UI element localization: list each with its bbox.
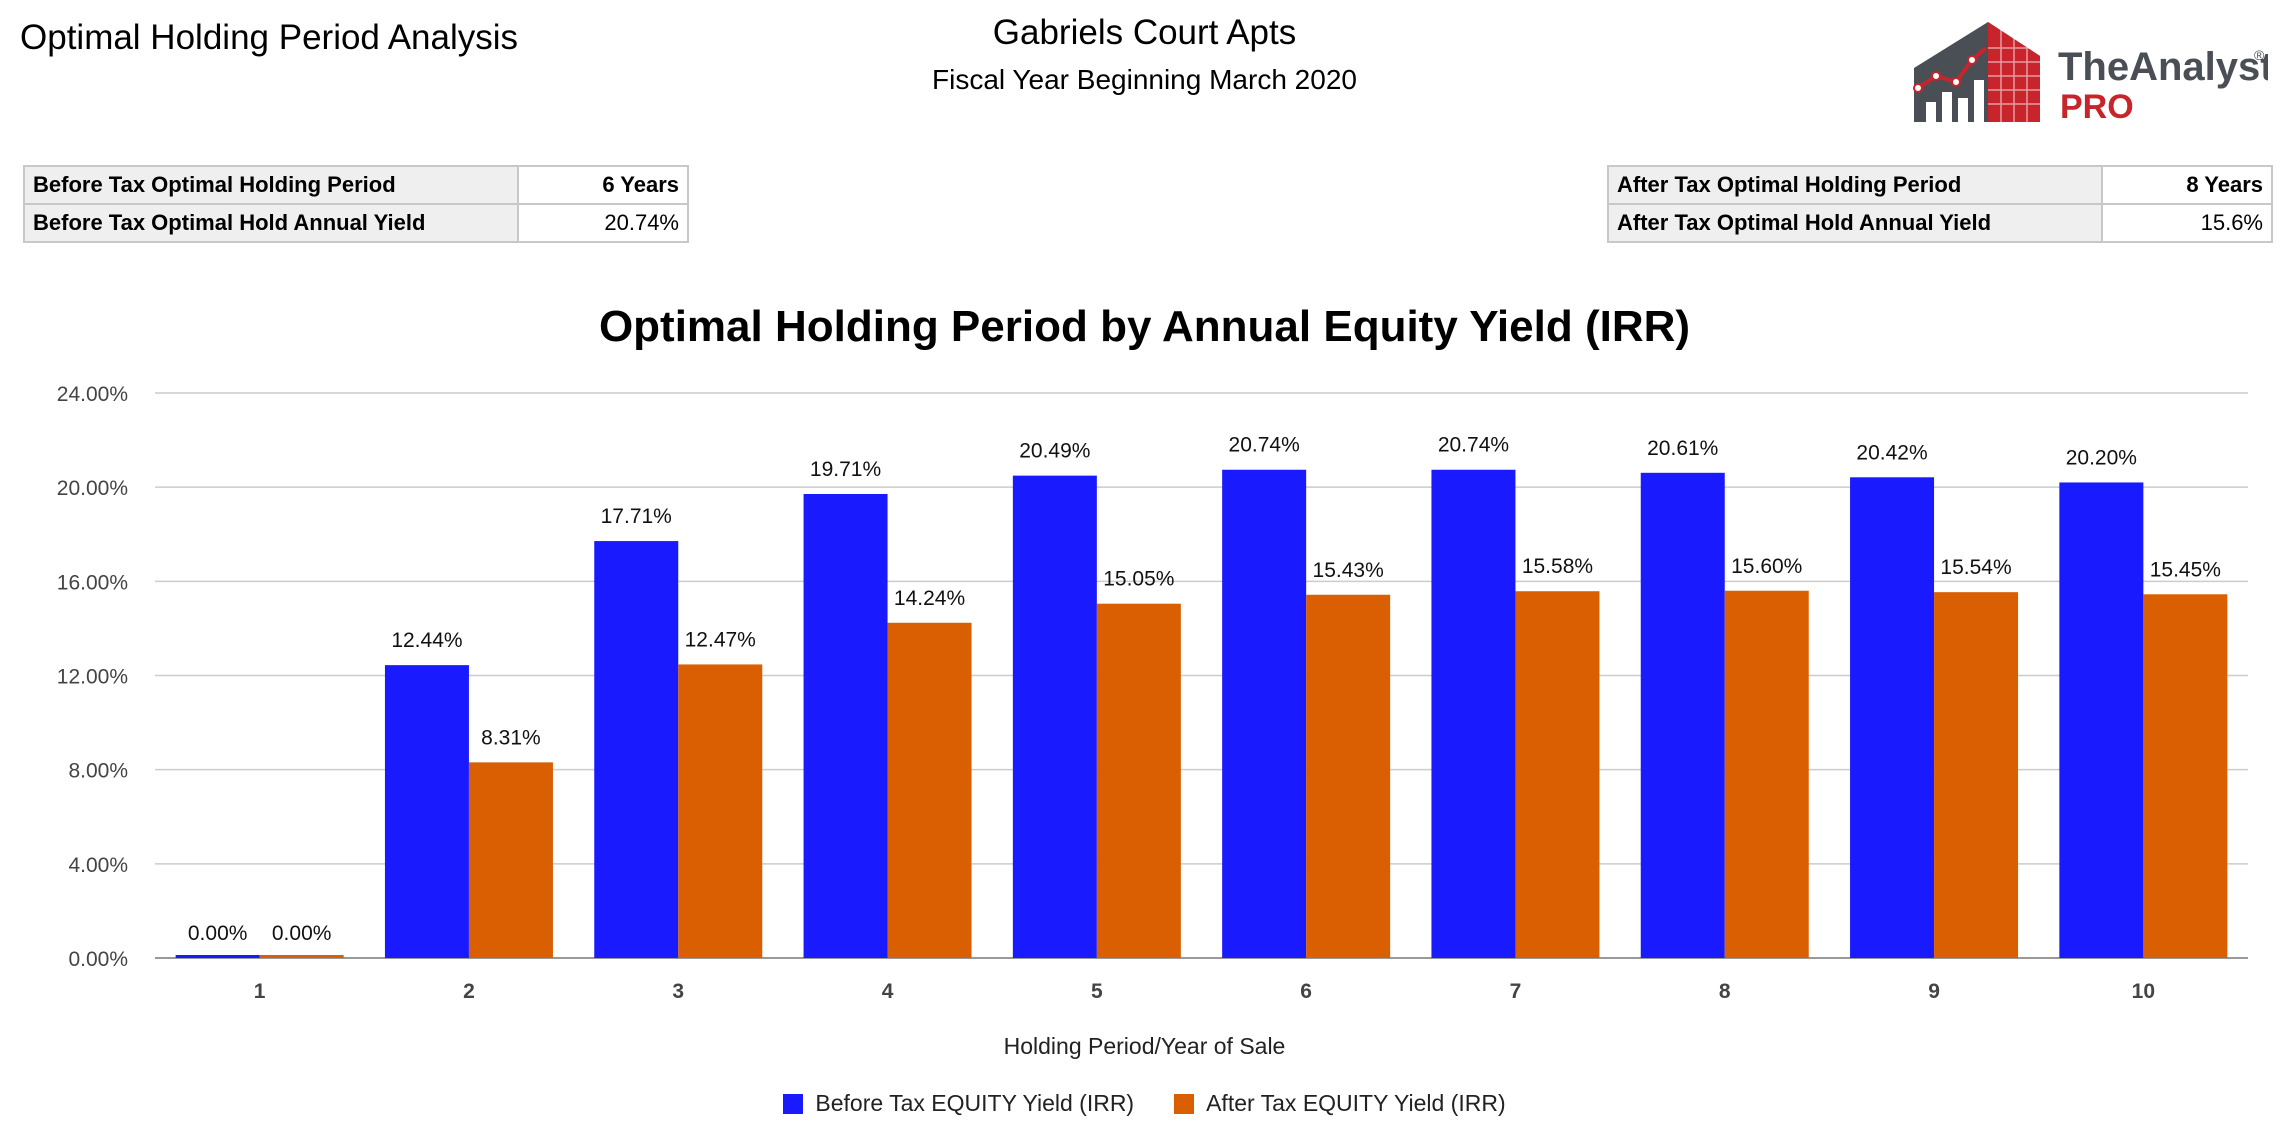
bar-after-tax: [1096, 603, 1181, 958]
bar-before-tax: [1640, 472, 1725, 958]
legend-swatch: [783, 1093, 804, 1114]
x-tick-label: 8: [1719, 980, 1731, 1003]
bar-after-tax: [1515, 591, 1600, 958]
x-axis-title: Holding Period/Year of Sale: [1003, 1033, 1286, 1059]
data-label: 12.47%: [685, 628, 756, 651]
legend-item-before-tax: Before Tax EQUITY Yield (IRR): [783, 1090, 1134, 1117]
data-label: 15.54%: [1940, 556, 2011, 579]
table-row: After Tax Optimal Hold Annual Yield 15.6…: [1607, 203, 2273, 243]
data-label: 15.05%: [1103, 568, 1174, 591]
x-tick-label: 3: [672, 980, 684, 1003]
bar-before-tax: [1850, 477, 1935, 958]
data-label: 15.58%: [1522, 555, 1593, 578]
bar-after-tax: [1306, 594, 1391, 958]
legend-label: Before Tax EQUITY Yield (IRR): [815, 1090, 1135, 1116]
report-header: Gabriels Court Apts Fiscal Year Beginnin…: [0, 12, 2289, 100]
logo-trademark: ®: [2254, 47, 2265, 63]
data-label: 8.31%: [481, 726, 541, 749]
data-label: 20.61%: [1647, 437, 1718, 460]
theanalyst-pro-logo: TheAnalyst ® PRO: [1908, 18, 2274, 128]
table-row: Before Tax Optimal Hold Annual Yield 20.…: [23, 203, 689, 243]
x-tick-label: 2: [463, 980, 475, 1003]
bar-after-tax: [468, 762, 553, 958]
bar-after-tax: [887, 622, 972, 958]
y-tick-label: 20.00%: [57, 477, 128, 500]
after-tax-yield-label: After Tax Optimal Hold Annual Yield: [1607, 203, 2103, 243]
bar-before-tax: [1012, 475, 1097, 958]
before-tax-yield-value: 20.74%: [517, 203, 689, 243]
before-tax-summary-table: Before Tax Optimal Holding Period 6 Year…: [23, 165, 689, 243]
legend-swatch: [1174, 1093, 1195, 1114]
chart-legend: Before Tax EQUITY Yield (IRR) After Tax …: [0, 1090, 2289, 1117]
bar-before-tax: [175, 955, 260, 958]
after-tax-period-value: 8 Years: [2101, 165, 2273, 205]
x-tick-label: 10: [2132, 980, 2155, 1003]
bar-after-tax: [1724, 590, 1809, 958]
bar-before-tax: [1431, 469, 1516, 958]
x-tick-label: 4: [882, 980, 894, 1003]
data-label: 20.20%: [2066, 446, 2137, 469]
x-tick-label: 7: [1510, 980, 1522, 1003]
bar-before-tax: [2059, 482, 2144, 958]
data-label: 17.71%: [601, 505, 672, 528]
data-label: 15.45%: [2150, 558, 2221, 581]
data-label: 0.00%: [188, 922, 248, 945]
bar-after-tax: [2143, 594, 2228, 958]
y-tick-label: 8.00%: [68, 760, 128, 783]
y-tick-label: 12.00%: [57, 666, 128, 689]
before-tax-yield-label: Before Tax Optimal Hold Annual Yield: [23, 203, 519, 243]
bar-after-tax: [1934, 592, 2019, 958]
bar-before-tax: [1222, 469, 1307, 958]
data-label: 0.00%: [272, 922, 332, 945]
fiscal-year-subtitle: Fiscal Year Beginning March 2020: [932, 64, 1357, 95]
bar-after-tax: [259, 955, 344, 958]
x-tick-label: 1: [254, 980, 266, 1003]
logo-pro: PRO: [2060, 88, 2134, 126]
y-tick-label: 16.00%: [57, 571, 128, 594]
table-row: Before Tax Optimal Holding Period 6 Year…: [23, 165, 689, 205]
data-label: 20.42%: [1856, 441, 1927, 464]
after-tax-summary-table: After Tax Optimal Holding Period 8 Years…: [1607, 165, 2273, 243]
data-label: 20.49%: [1019, 440, 1090, 463]
building-chart-logo-icon: TheAnalyst ® PRO: [1913, 22, 2274, 126]
y-tick-label: 24.00%: [57, 383, 128, 406]
logo-name: TheAnalyst: [2058, 45, 2268, 89]
y-tick-label: 4.00%: [68, 854, 128, 877]
x-tick-label: 5: [1091, 980, 1103, 1003]
bar-before-tax: [384, 665, 469, 958]
legend-label: After Tax EQUITY Yield (IRR): [1206, 1090, 1506, 1116]
data-label: 15.60%: [1731, 555, 1802, 578]
bar-after-tax: [678, 664, 763, 958]
property-name: Gabriels Court Apts: [992, 13, 1297, 52]
data-label: 14.24%: [894, 587, 965, 610]
data-label: 20.74%: [1229, 434, 1300, 457]
after-tax-period-label: After Tax Optimal Holding Period: [1607, 165, 2103, 205]
x-tick-label: 9: [1928, 980, 1940, 1003]
after-tax-yield-value: 15.6%: [2101, 203, 2273, 243]
data-label: 15.43%: [1313, 559, 1384, 582]
page-title: Optimal Holding Period Analysis: [20, 18, 519, 57]
chart-title: Optimal Holding Period by Annual Equity …: [598, 302, 1691, 351]
bar-before-tax: [803, 493, 888, 958]
data-label: 20.74%: [1438, 434, 1509, 457]
data-label: 12.44%: [391, 629, 462, 652]
legend-item-after-tax: After Tax EQUITY Yield (IRR): [1174, 1090, 1506, 1117]
before-tax-period-label: Before Tax Optimal Holding Period: [23, 165, 519, 205]
bar-before-tax: [594, 541, 679, 958]
table-row: After Tax Optimal Holding Period 8 Years: [1607, 165, 2273, 205]
y-tick-label: 0.00%: [68, 948, 128, 971]
data-label: 19.71%: [810, 458, 881, 481]
before-tax-period-value: 6 Years: [517, 165, 689, 205]
x-tick-label: 6: [1300, 980, 1312, 1003]
